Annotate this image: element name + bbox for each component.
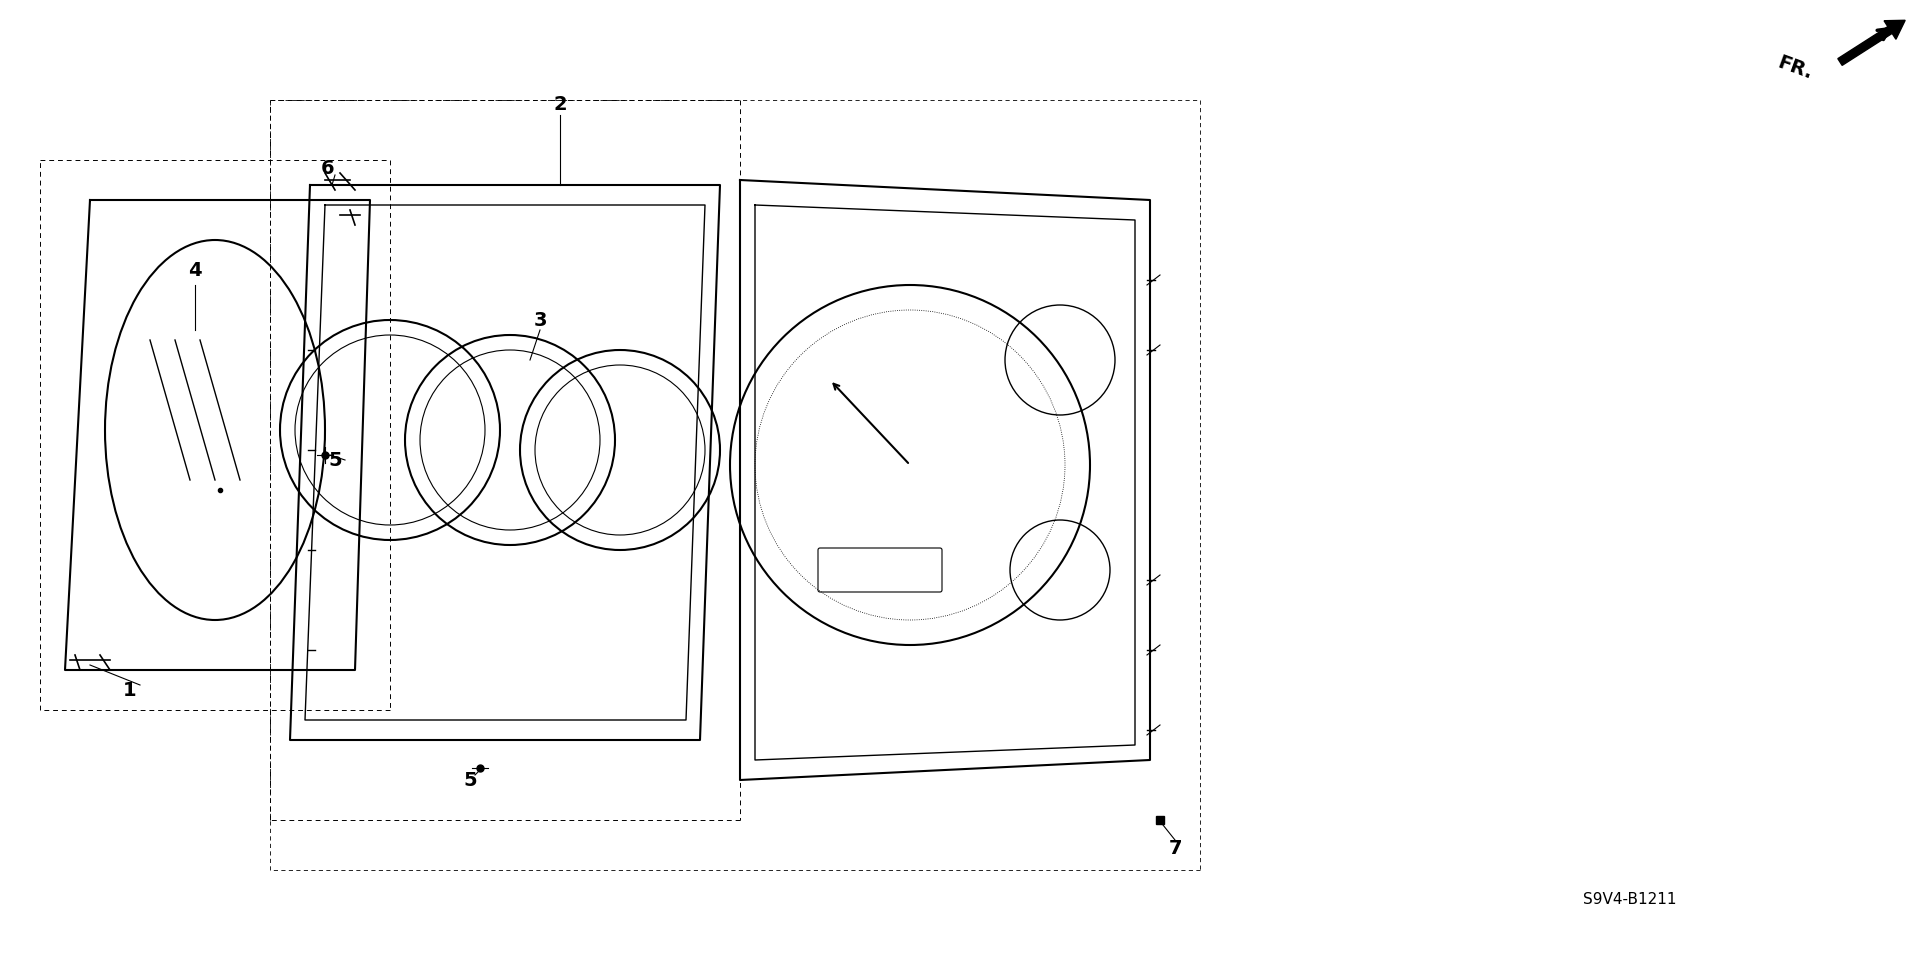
Text: 1: 1 [123,681,136,699]
Text: S9V4-B1211: S9V4-B1211 [1584,893,1676,907]
Text: 5: 5 [463,770,476,789]
Text: 4: 4 [188,261,202,279]
Text: 6: 6 [321,158,334,177]
Text: 3: 3 [534,311,547,330]
FancyArrow shape [1837,20,1905,65]
Text: 5: 5 [328,451,342,470]
Text: FR.: FR. [1774,53,1814,83]
Text: 2: 2 [553,96,566,114]
Text: 7: 7 [1167,838,1181,857]
